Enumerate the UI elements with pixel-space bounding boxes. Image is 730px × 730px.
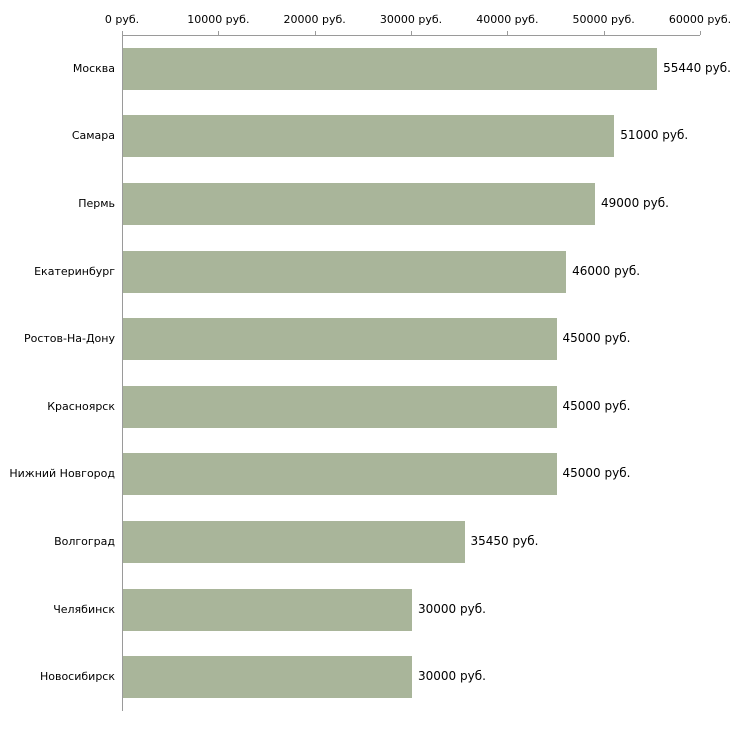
x-tick-mark <box>218 31 220 35</box>
category-label: Красноярск <box>47 399 115 413</box>
x-tick-mark <box>122 31 123 35</box>
value-label: 51000 руб. <box>620 128 689 143</box>
category-label: Москва <box>72 61 115 75</box>
bar <box>123 182 596 225</box>
category-label: Волгоград <box>54 534 115 548</box>
value-label: 46000 руб. <box>572 263 641 278</box>
x-tick-mark <box>411 31 412 35</box>
bar <box>123 115 615 158</box>
x-tick-label: 20000 руб. <box>283 13 346 26</box>
bar <box>123 656 412 699</box>
x-tick-mark <box>603 31 605 35</box>
value-label: 30000 руб. <box>418 669 486 684</box>
bar <box>123 47 658 90</box>
x-tick-label: 0 руб. <box>104 13 140 26</box>
category-label: Екатеринбург <box>34 264 115 278</box>
bar-row: Челябинск 30000 руб. <box>0 576 730 644</box>
bar <box>123 453 557 496</box>
bar-row: Красноярск 45000 руб. <box>0 373 730 441</box>
category-label: Новосибирск <box>39 670 115 684</box>
x-tick-mark <box>700 31 701 35</box>
x-tick-label: 30000 руб. <box>379 13 443 26</box>
x-tick-mark <box>507 31 509 35</box>
bar-row: Пермь 49000 руб. <box>0 170 730 238</box>
value-label: 45000 руб. <box>562 398 631 413</box>
value-label: 45000 руб. <box>562 331 631 346</box>
x-tick-label: 50000 руб. <box>572 13 635 26</box>
bar <box>123 250 567 293</box>
category-label: Челябинск <box>53 602 115 616</box>
x-tick-label: 10000 руб. <box>187 13 250 26</box>
category-label: Пермь <box>78 196 115 210</box>
value-label: 45000 руб. <box>562 466 631 481</box>
value-label: 30000 руб. <box>418 601 486 616</box>
value-label: 49000 руб. <box>601 195 669 210</box>
category-label: Ростов-На-Дону <box>23 332 115 346</box>
value-label: 35450 руб. <box>470 533 539 548</box>
bar-row: Волгоград 35450 руб. <box>0 508 730 576</box>
bar <box>123 520 465 563</box>
value-label: 55440 руб. <box>663 60 730 75</box>
x-tick-label: 40000 руб. <box>476 13 539 26</box>
bar <box>123 588 412 631</box>
bar-row: Ростов-На-Дону 45000 руб. <box>0 305 730 373</box>
x-tick-label: 60000 руб. <box>668 13 730 26</box>
category-label: Нижний Новгород <box>9 467 115 481</box>
category-label: Самара <box>71 129 115 143</box>
bar-row: Нижний Новгород 45000 руб. <box>0 441 730 509</box>
bar-row: Самара 51000 руб. <box>0 103 730 171</box>
bar <box>123 385 557 428</box>
bar-row: Новосибирск 30000 руб. <box>0 643 730 711</box>
bar-row: Екатеринбург 46000 руб. <box>0 238 730 306</box>
bar-row: Москва 55440 руб. <box>0 35 730 103</box>
plot-area <box>122 35 700 711</box>
x-tick-mark <box>314 31 316 35</box>
bar <box>123 318 557 361</box>
